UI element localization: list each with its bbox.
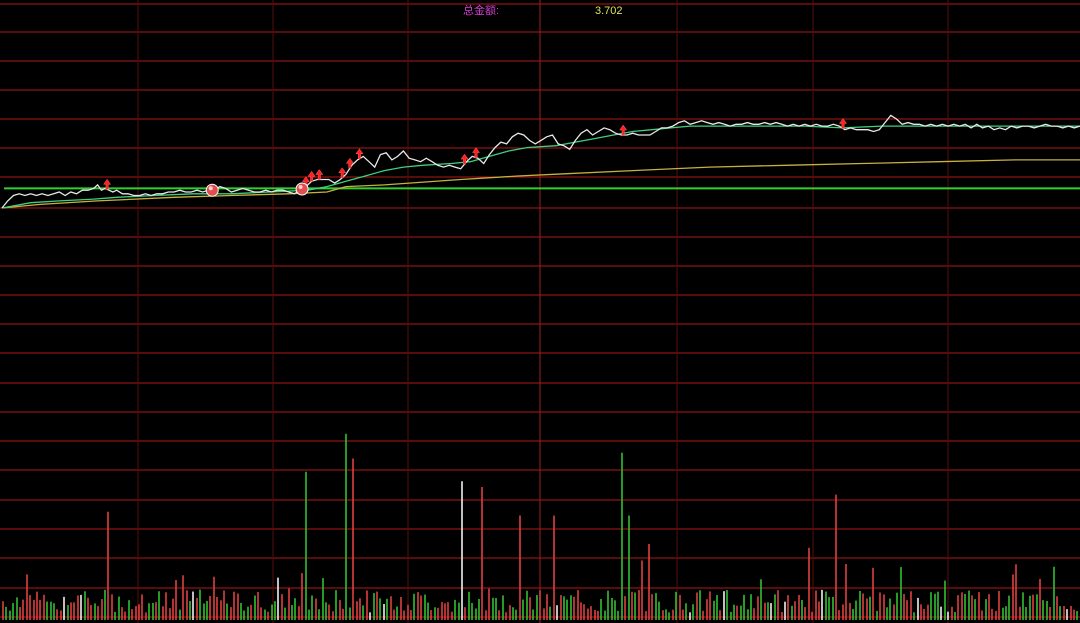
signal-dot-marker xyxy=(205,183,219,197)
buy-arrow-marker xyxy=(338,167,347,178)
price-lines xyxy=(1,114,1080,209)
long-average-line xyxy=(1,159,1080,209)
signal-markers xyxy=(103,118,847,197)
signal-dot-highlight xyxy=(208,186,213,191)
chart-header: 总金额: 3.702 xyxy=(463,3,623,17)
buy-arrow-marker xyxy=(460,153,469,165)
buy-arrow-marker xyxy=(619,124,628,136)
header-value: 3.702 xyxy=(595,5,623,17)
buy-arrow-marker xyxy=(355,148,364,160)
price-line xyxy=(1,114,1080,209)
header-label: 总金额: xyxy=(463,3,499,17)
buy-arrow-marker xyxy=(345,157,354,169)
signal-dot-marker xyxy=(295,182,309,196)
buy-arrow-marker xyxy=(315,169,324,180)
buy-arrow-marker xyxy=(472,147,480,158)
buy-arrow-marker xyxy=(103,178,112,190)
signal-dot-highlight xyxy=(298,185,303,190)
buy-arrow-marker xyxy=(839,118,847,129)
buy-arrow-marker xyxy=(307,170,316,182)
volume-bars xyxy=(2,433,1078,620)
